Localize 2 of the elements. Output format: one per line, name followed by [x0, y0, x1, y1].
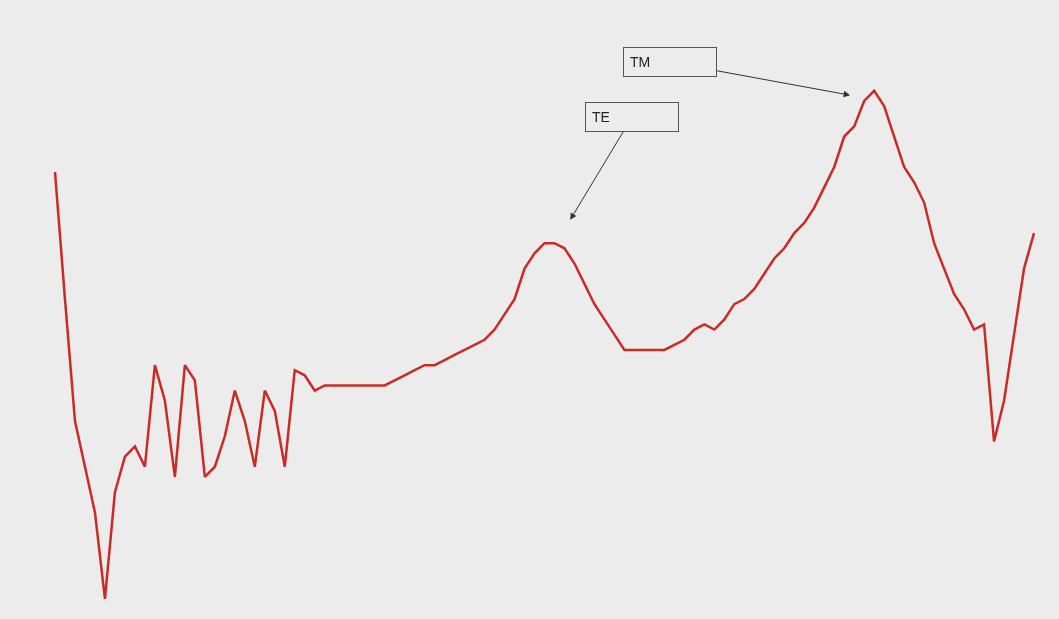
annotation: TE [592, 109, 610, 125]
text: TM [630, 54, 651, 70]
